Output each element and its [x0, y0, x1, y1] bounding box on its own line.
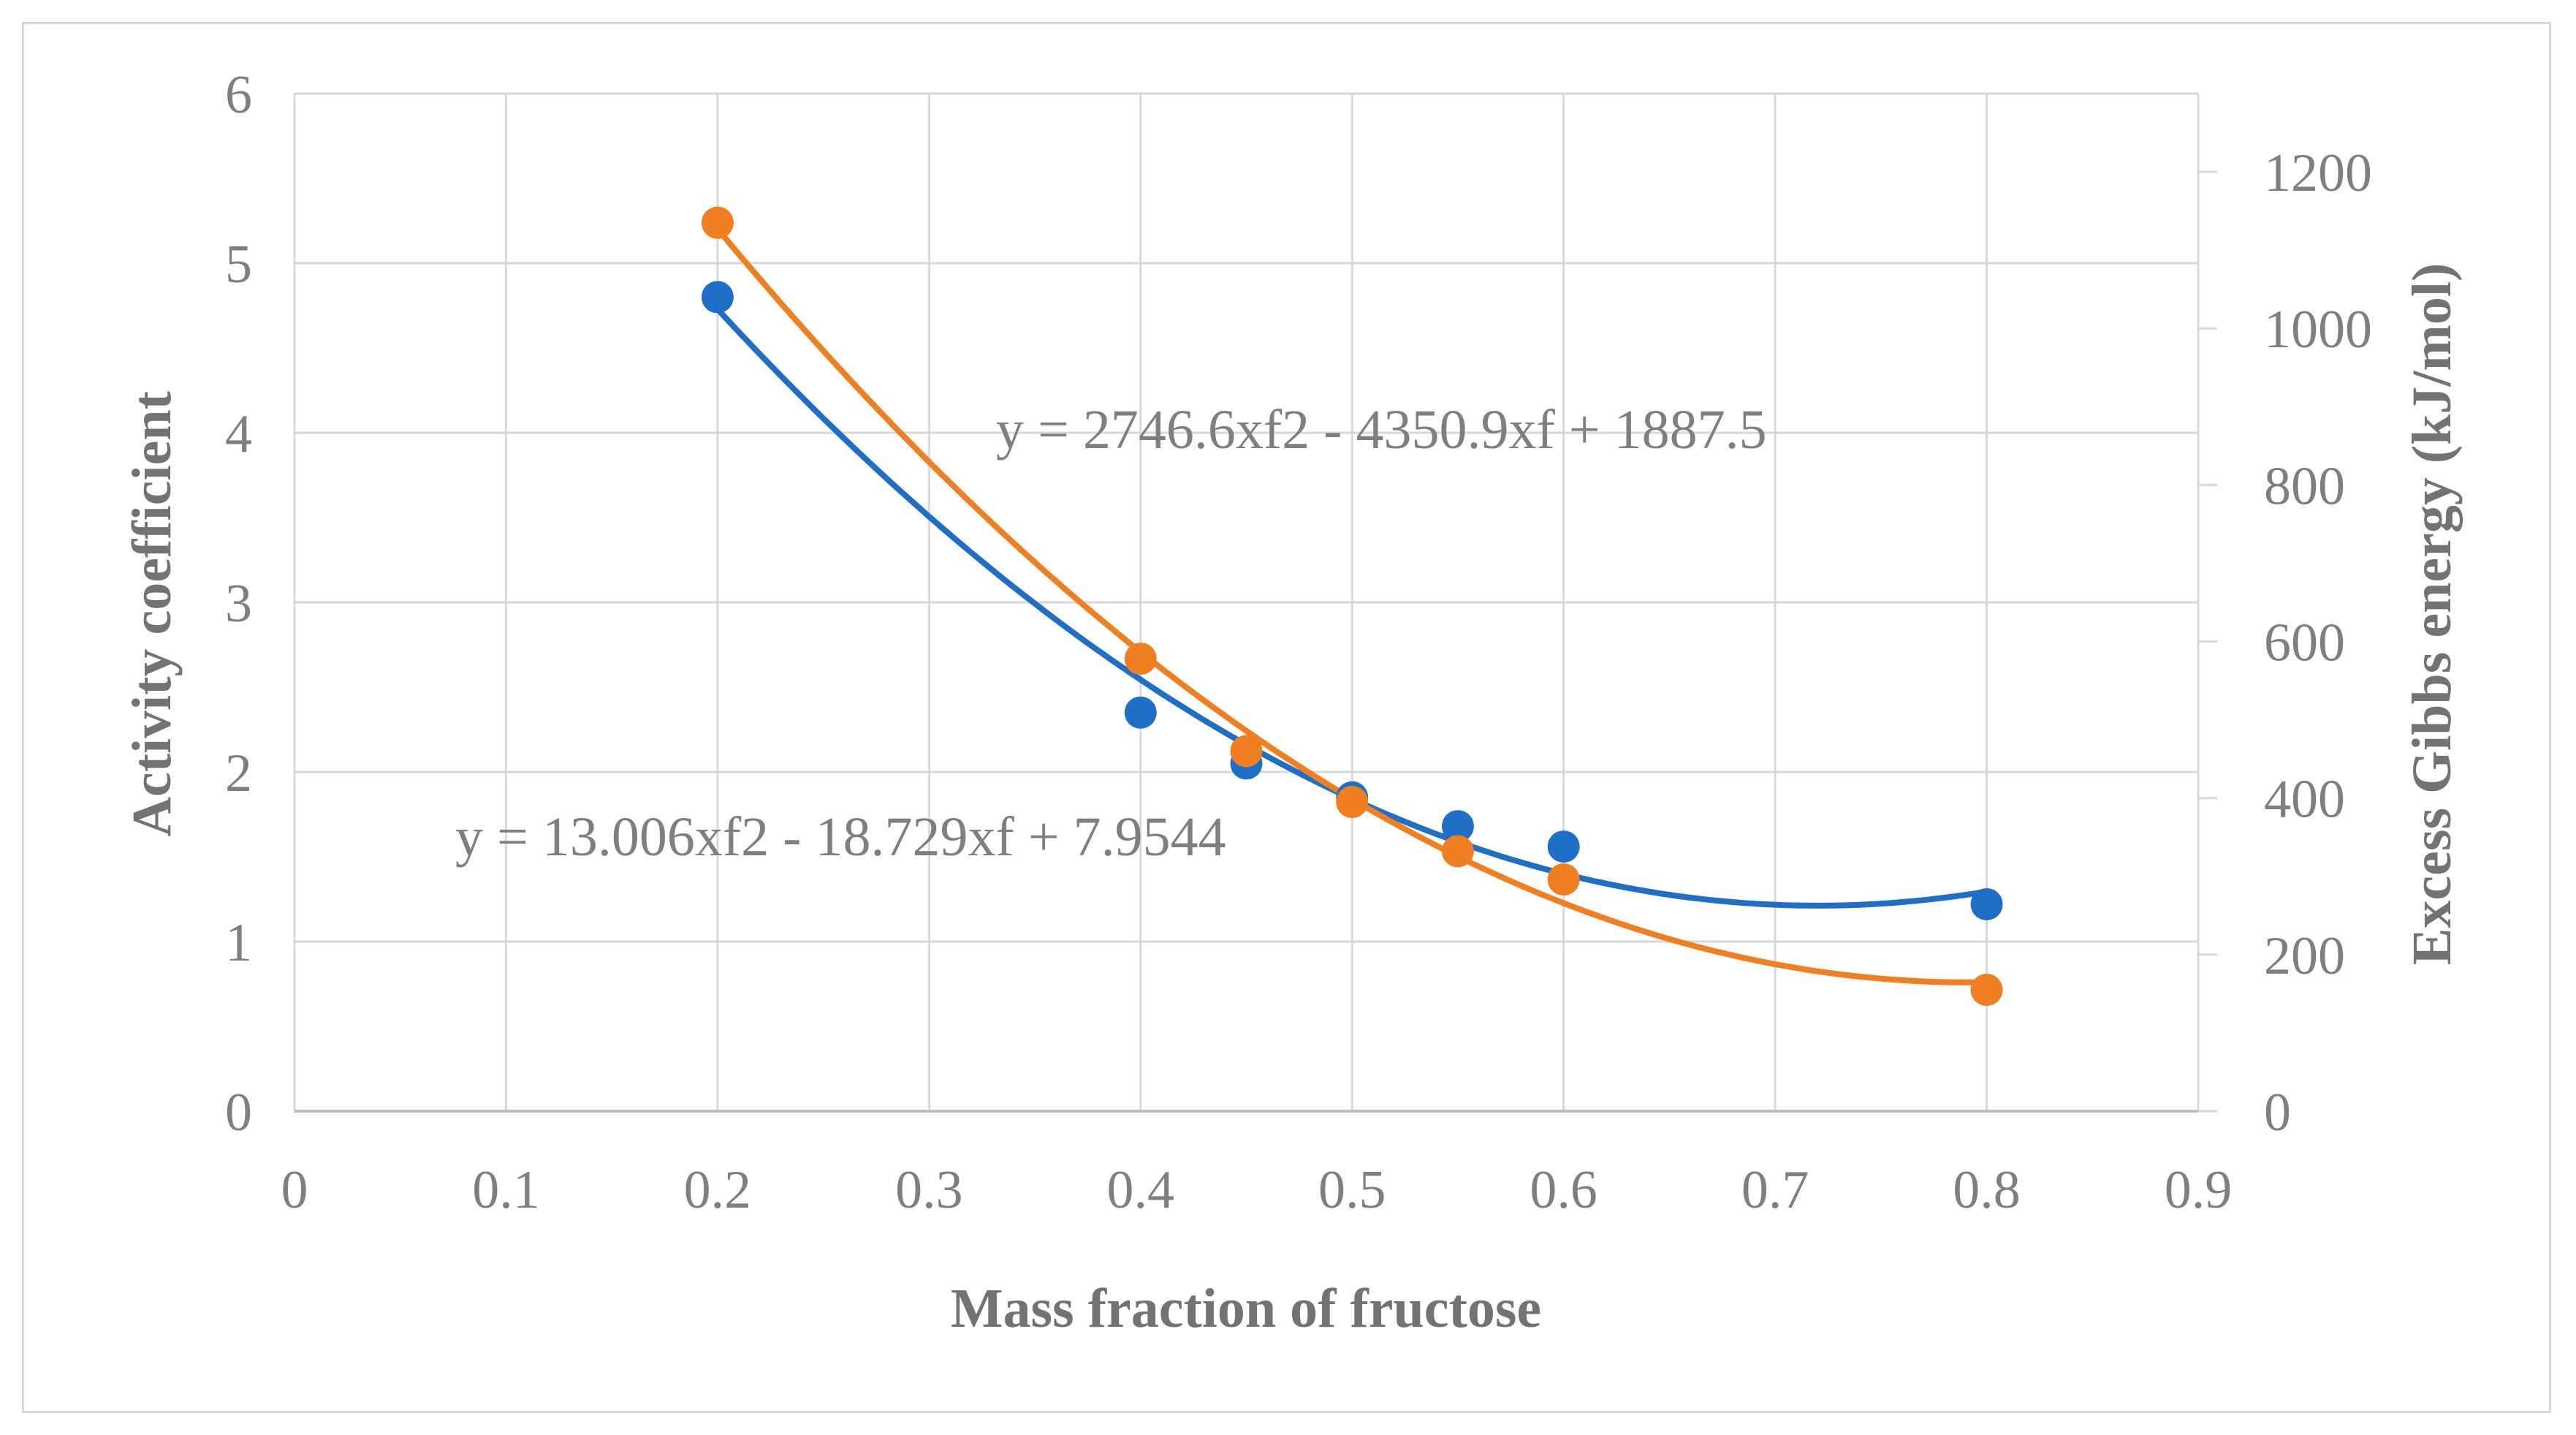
y2-tick-label: 0: [2264, 1083, 2291, 1143]
x-axis-title: Mass fraction of fructose: [951, 1278, 1541, 1339]
gibbs-trendline-equation: y = 2746.6xf2 - 4350.9xf + 1887.5: [996, 399, 1767, 461]
x-tick-label: 0.2: [684, 1160, 752, 1220]
chart-frame: 0 0.1 0.2 0.3 0.4 0.5 0.6 0.7 0.8 0.9 0 1 2 3 4 5 6 0 200 4…: [22, 22, 2551, 1413]
activity-data-point: [1441, 810, 1474, 843]
y-tick-label: 0: [225, 1083, 252, 1143]
x-tick-label: 0: [281, 1160, 308, 1220]
x-tick-label: 0.8: [1953, 1160, 2021, 1220]
x-tick-label: 0.4: [1107, 1160, 1175, 1220]
y-tick-label: 3: [225, 574, 252, 634]
y2-tick-label: 600: [2264, 613, 2345, 673]
y2-axis-title: Excess Gibbs energy (kJ/mol): [2401, 263, 2463, 966]
y-tick-label: 6: [225, 65, 252, 125]
y-tick-label: 2: [225, 743, 252, 803]
x-tick-label: 0.6: [1530, 1160, 1597, 1220]
data-points: [701, 206, 2003, 1007]
y2-tick-label: 200: [2264, 926, 2345, 986]
gibbs-data-point: [1124, 643, 1157, 675]
chart-canvas: 0 0.1 0.2 0.3 0.4 0.5 0.6 0.7 0.8 0.9 0 1 2 3 4 5 6 0 200 4…: [121, 65, 2463, 1339]
labels: Mass fraction of fructose Activity coeff…: [121, 263, 2463, 1339]
y-tick-label: 5: [225, 235, 252, 295]
gibbs-data-point: [1230, 735, 1263, 768]
y-axis-title: Activity coefficient: [121, 391, 183, 837]
x-tick-label: 0.3: [895, 1160, 963, 1220]
x-tick-label: 0.9: [2165, 1160, 2233, 1220]
activity-data-point: [1970, 887, 2003, 920]
y2-tick-label: 1000: [2264, 300, 2372, 360]
gibbs-data-point: [701, 206, 734, 239]
y-tick-label: 4: [225, 404, 252, 464]
x-tick-label: 0.1: [472, 1160, 540, 1220]
y-tick-label: 1: [225, 913, 252, 973]
gibbs-data-point: [1441, 835, 1474, 868]
x-tick-label: 0.5: [1318, 1160, 1386, 1220]
activity-data-point: [1124, 696, 1157, 729]
activity-data-point: [701, 281, 734, 314]
axes: 0 0.1 0.2 0.3 0.4 0.5 0.6 0.7 0.8 0.9 0 1 2 3 4 5 6 0 200 4…: [225, 65, 2372, 1220]
y2-tick-label: 400: [2264, 770, 2345, 830]
gibbs-data-point: [1336, 786, 1369, 819]
y2-tick-label: 1200: [2264, 143, 2372, 203]
y2-tick-label: 800: [2264, 456, 2345, 516]
activity-trendline-equation: y = 13.006xf2 - 18.729xf + 7.9544: [455, 806, 1226, 868]
gridlines: [293, 92, 2200, 1113]
activity-data-point: [1547, 830, 1580, 863]
gibbs-data-point: [1970, 974, 2003, 1007]
x-tick-label: 0.7: [1741, 1160, 1809, 1220]
gibbs-data-point: [1547, 863, 1580, 896]
